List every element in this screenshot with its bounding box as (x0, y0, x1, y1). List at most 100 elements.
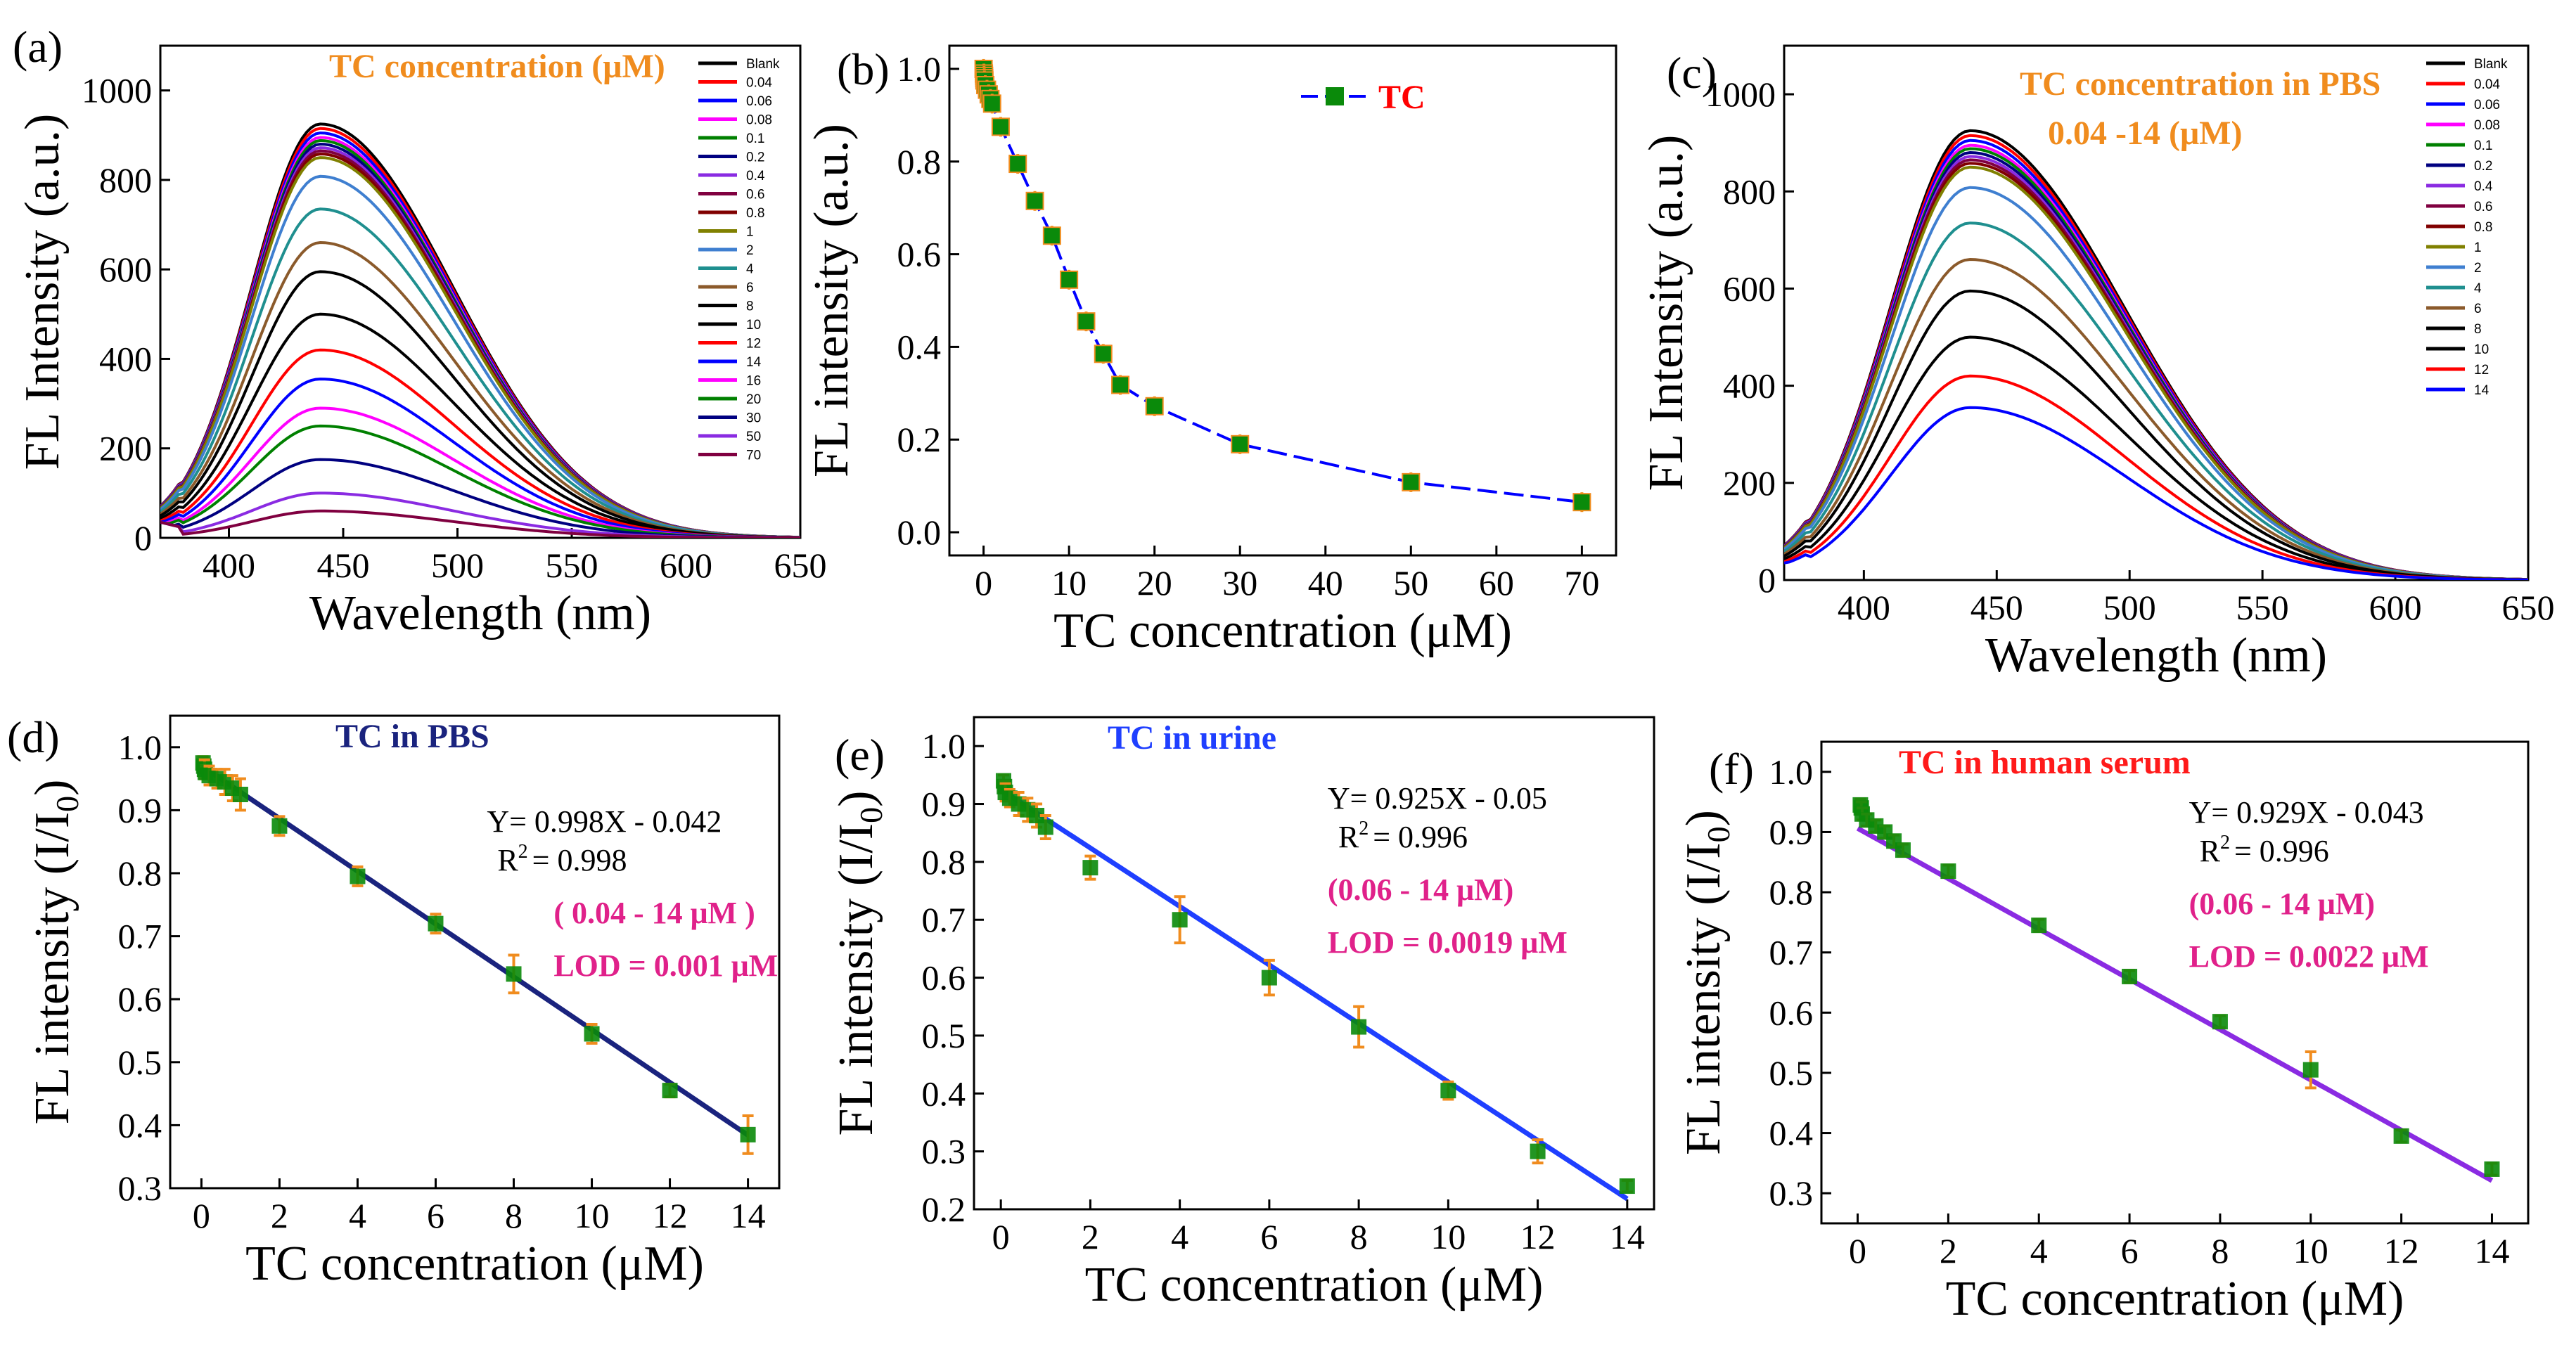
y-tick-label: 0.9 (118, 790, 162, 830)
y-tick-label: 1.0 (897, 49, 942, 89)
y-axis-label-main: FL intensity (I/I (1677, 842, 1731, 1155)
data-point (1145, 397, 1164, 416)
fit-equation: Y= 0.929X - 0.043 (2189, 795, 2424, 830)
legend-entry: 0.2 (2474, 159, 2492, 174)
y-tick-label: 0.7 (118, 917, 162, 956)
x-tick-label: 4 (2030, 1231, 2048, 1270)
y-tick-label: 0.8 (1769, 873, 1814, 912)
data-point (662, 1083, 678, 1099)
legend-entry: 6 (746, 281, 754, 295)
x-axis-label: TC concentration (μM) (1946, 1272, 2404, 1326)
y-tick-label: 0.6 (897, 235, 942, 274)
data-point (2484, 1161, 2500, 1177)
y-tick-label: 0.8 (118, 854, 162, 893)
chart-title: TC concentration (μM) (329, 48, 665, 85)
y-axis-label-subscript: 0 (1700, 826, 1736, 842)
y-tick-label: 0.5 (118, 1043, 162, 1082)
y-axis-label-subscript: 0 (49, 796, 85, 812)
legend-entry: 2 (2474, 261, 2482, 276)
legend-entry: 0.06 (2474, 98, 2500, 112)
y-axis-label-main: FL intensity (a.u.) (805, 124, 859, 477)
y-tick-label: 0.7 (1769, 933, 1814, 972)
data-point (506, 966, 522, 982)
x-tick-label: 12 (1520, 1217, 1556, 1256)
data-point (1172, 912, 1188, 928)
legend-entry: 14 (746, 355, 762, 370)
x-tick-label: 500 (2103, 588, 2156, 627)
x-tick-label: 60 (1479, 563, 1514, 603)
y-tick-label: 0.5 (922, 1016, 966, 1055)
x-tick-label: 10 (575, 1196, 610, 1235)
plot-frame (948, 44, 1617, 557)
x-tick-label: 450 (1971, 588, 2023, 627)
legend-entry: 8 (746, 300, 754, 314)
y-axis-label-main: FL intensity (I/I (829, 823, 883, 1136)
y-axis-label: FL Intensity (a.u.) (15, 114, 70, 470)
data-point (428, 915, 444, 932)
data-point (2393, 1128, 2409, 1144)
x-axis-label: Wavelength (nm) (309, 586, 651, 640)
spectra-group (160, 122, 800, 538)
legend-entry: 8 (2474, 322, 2482, 337)
y-axis-label-subscript: 0 (853, 807, 889, 823)
r-squared-value: = 0.998 (532, 843, 627, 877)
data-point (1440, 1083, 1456, 1099)
legend-entry: 0.08 (2474, 118, 2500, 133)
data-point (271, 818, 288, 834)
y-tick-label: 0.6 (1769, 993, 1814, 1032)
fit-equation: Y= 0.925X - 0.05 (1328, 781, 1547, 816)
plot-frame (1783, 44, 2530, 581)
x-tick-label: 400 (203, 546, 255, 585)
x-tick-label: 0 (193, 1196, 210, 1235)
legend-entry: 0.04 (2474, 77, 2500, 92)
legend-entry: TC (1378, 79, 1425, 116)
panel-d: (d) 0 2 4 6 8 10 12 14 0.3 0.4 0.5 0.6 0.7 0.8 0.9 1.0 TC… (7, 712, 781, 1291)
y-tick-label: 0.0 (897, 513, 942, 552)
chart-subtitle: 0.04 -14 (μM) (2048, 115, 2242, 152)
spectrum-line-2 (1784, 186, 2528, 580)
x-tick-label: 14 (2474, 1231, 2509, 1270)
data-point (2302, 1062, 2319, 1078)
x-tick-label: 450 (317, 546, 370, 585)
x-tick-label: 14 (1610, 1217, 1645, 1256)
x-axis-label: TC concentration (μM) (1085, 1258, 1544, 1312)
legend-entry: 0.2 (746, 150, 764, 165)
data-point (1895, 842, 1911, 858)
r-squared-value: = 0.996 (1373, 820, 1468, 854)
y-tick-label: 0.3 (1769, 1173, 1814, 1213)
legend-entry: 0.1 (746, 131, 764, 146)
chart-title: TC in PBS (335, 718, 489, 755)
legend-entry: 0.04 (746, 76, 772, 91)
y-axis-label: FL intensity (I/I0) (25, 780, 85, 1125)
y-tick-label: 0.4 (118, 1105, 162, 1145)
spectrum-line-Blank (1784, 129, 2528, 580)
y-axis-label-tail: ) (829, 791, 883, 807)
legend-entry: 4 (2474, 281, 2482, 296)
data-point (1082, 860, 1098, 876)
data-point (2031, 918, 2047, 934)
x-tick-label: 4 (349, 1196, 366, 1235)
panel-f: (f) 0 2 4 6 8 10 12 14 0.3 0.4 0.5 0.6 0.7 0.8 0.9 1.0 TC… (1677, 740, 2530, 1326)
y-axis-label: FL Intensity (a.u.) (1639, 135, 1693, 491)
y-tick-label: 0.4 (1769, 1114, 1814, 1153)
legend-entry: 12 (2474, 363, 2489, 378)
legend-entry: Blank (2474, 57, 2508, 72)
panel-c: (c) 400 450 500 550 600 650 0 200 400 600 800 1000 Wa… (1639, 44, 2555, 683)
linear-range: ( 0.04 - 14 μM ) (553, 896, 755, 930)
legend-entry: 6 (2474, 302, 2482, 316)
legend-entry: 0.4 (746, 169, 765, 184)
legend-entry: 10 (746, 318, 761, 333)
legend-entry: 30 (746, 411, 761, 426)
data-point (1111, 375, 1130, 394)
data-point (1008, 155, 1027, 174)
y-tick-label: 0.7 (922, 900, 966, 939)
y-axis-label-main: FL intensity (I/I (25, 812, 79, 1125)
limit-of-detection: LOD = 0.0019 μM (1328, 925, 1568, 960)
data-point (1060, 270, 1079, 289)
x-tick-label: 20 (1137, 563, 1172, 603)
x-tick-label: 600 (660, 546, 712, 585)
spectrum-line-4 (1784, 221, 2528, 580)
data-point (1037, 819, 1053, 835)
legend-entry: 1 (2474, 240, 2482, 255)
y-tick-label: 400 (1723, 366, 1776, 406)
